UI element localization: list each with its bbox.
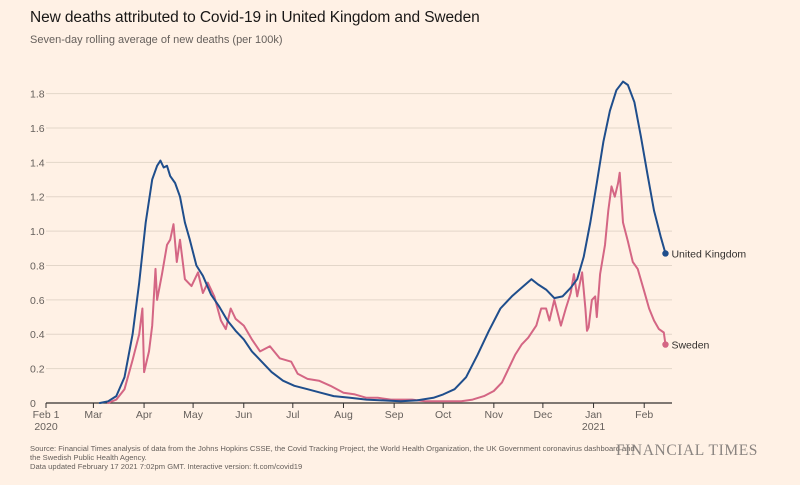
x-tick-label: Sep	[385, 409, 404, 421]
x-tick-label: Dec	[534, 409, 553, 421]
y-tick-label: 0.2	[30, 364, 45, 376]
series-layer: Sweden United Kingdom	[98, 80, 746, 404]
series-line-sweden	[107, 171, 667, 404]
x-tick-label: Feb	[635, 409, 653, 421]
chart-title: New deaths attributed to Covid-19 in Uni…	[30, 9, 480, 26]
y-tick-label: 1.8	[30, 89, 45, 101]
x-tick-label: Aug	[334, 409, 353, 421]
x-tick-label: Nov	[484, 409, 503, 421]
series-line-united-kingdom	[98, 80, 667, 404]
x-tick-label: Apr	[136, 409, 153, 421]
y-tick-label: 1.0	[30, 226, 45, 238]
series-label-united-kingdom: United Kingdom	[671, 248, 746, 260]
chart-subtitle: Seven-day rolling average of new deaths …	[30, 34, 283, 46]
y-tick-label: 0	[30, 398, 36, 410]
source-note: Source: Financial Times analysis of data…	[30, 444, 640, 471]
y-tick-label: 1.4	[30, 157, 45, 169]
x-tick-label: Jan	[585, 409, 602, 421]
x-tick-sublabel: 2020	[34, 421, 58, 433]
source-line-2: Data updated February 17 2021 7:02pm GMT…	[30, 462, 303, 471]
y-tick-label: 0.8	[30, 260, 45, 272]
y-tick-label: 0.4	[30, 329, 45, 341]
x-tick-label: Oct	[435, 409, 451, 421]
x-tick-sublabel: 2021	[582, 421, 606, 433]
x-tick-label: Jul	[286, 409, 299, 421]
x-tick-label: May	[183, 409, 204, 421]
y-tick-label: 0.6	[30, 295, 45, 307]
series-label-sweden: Sweden	[671, 340, 709, 352]
series-end-dot-united-kingdom	[662, 250, 669, 257]
x-tick-label: Jun	[235, 409, 252, 421]
x-tick-label: Mar	[84, 409, 103, 421]
x-tick-label: Feb 1	[33, 409, 60, 421]
y-tick-label: 1.2	[30, 192, 45, 204]
y-tick-label: 1.6	[30, 123, 45, 135]
series-end-dot-sweden	[662, 341, 669, 348]
ft-logo: FINANCIAL TIMES	[615, 442, 758, 459]
source-line-1: Source: Financial Times analysis of data…	[30, 444, 635, 462]
